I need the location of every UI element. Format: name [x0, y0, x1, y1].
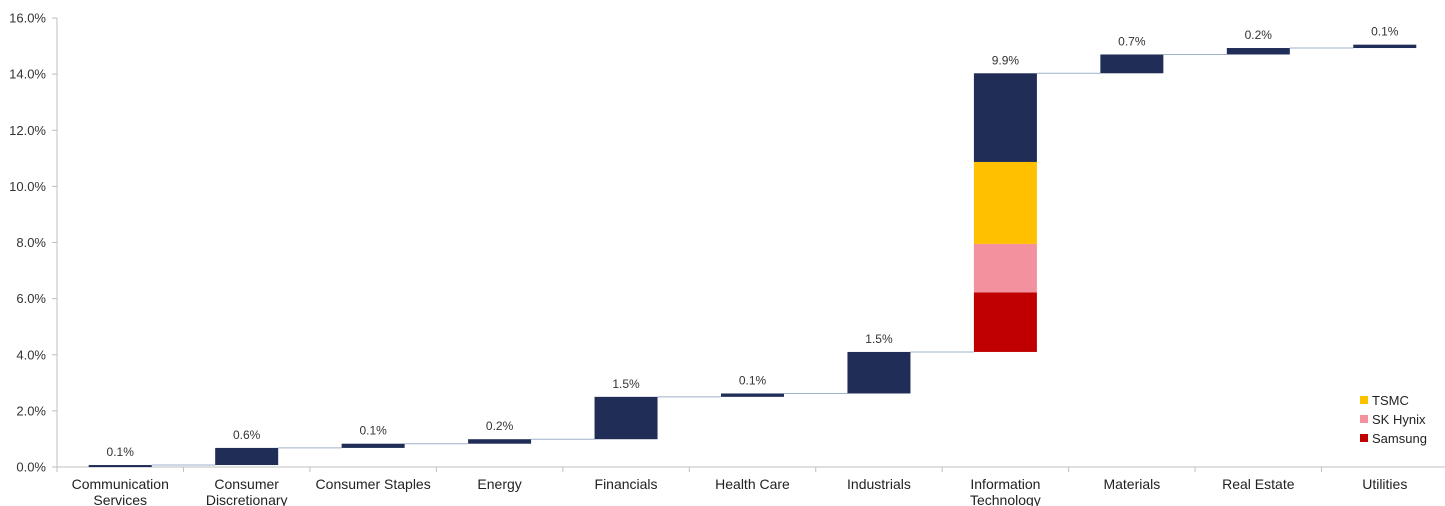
bar-segment-other [973, 73, 1037, 162]
x-category-label: Information Technology [970, 476, 1041, 506]
data-label: 0.1% [107, 445, 135, 459]
x-category-label: Real Estate [1222, 476, 1295, 492]
x-category-label: Consumer Staples [316, 476, 431, 492]
bar-segment-tsmc [973, 161, 1037, 244]
data-labels: 0.1% 0.6% 0.1% 0.2% 1.5% 0.1% 1.5% 9.9% 0.7% 0.2%… [107, 25, 1399, 459]
x-category-label-line: Materials [1103, 476, 1160, 492]
data-label: 9.9% [992, 53, 1020, 67]
connectors [151, 47, 1354, 466]
y-tick-label: 2.0% [16, 403, 46, 418]
data-label: 0.7% [1118, 34, 1146, 48]
legend: TSMC SK Hynix Samsung [1360, 393, 1427, 446]
bar [215, 447, 279, 466]
x-category-label: Consumer Discretionary [206, 476, 288, 506]
x-category-label-line: Communication [72, 476, 169, 492]
legend-label: Samsung [1372, 431, 1427, 446]
x-category-label: Health Care [715, 476, 790, 492]
y-tick-label: 10.0% [9, 179, 46, 194]
x-category-label-line: Information [970, 476, 1040, 492]
bars [88, 44, 1417, 468]
x-category-label-line: Health Care [715, 476, 790, 492]
x-category-label-line: Real Estate [1222, 476, 1295, 492]
x-category-label-line: Discretionary [206, 492, 288, 506]
legend-swatch [1360, 415, 1368, 423]
y-tick-label: 12.0% [9, 123, 46, 138]
bar [721, 393, 784, 397]
axes: 0.0% 2.0% 4.0% 6.0% 8.0% 10.0% 12.0% 14.0% 16.0%… [9, 11, 1445, 506]
x-category-label: Energy [477, 476, 521, 492]
y-tick-label: 6.0% [16, 291, 46, 306]
y-tick-label: 0.0% [16, 460, 46, 475]
x-category-label: Industrials [847, 476, 911, 492]
data-label: 0.1% [739, 373, 767, 387]
bar-segment-sk-hynix [973, 243, 1037, 293]
bar [847, 351, 911, 394]
x-category-label-line: Services [93, 492, 147, 506]
x-category-label: Materials [1103, 476, 1160, 492]
y-tick-label: 8.0% [16, 235, 46, 250]
data-label: 1.5% [612, 377, 640, 391]
y-tick-label: 16.0% [9, 11, 46, 26]
legend-swatch [1360, 434, 1368, 442]
x-category-label-line: Financials [595, 476, 658, 492]
y-tick-label: 14.0% [9, 67, 46, 82]
bar [341, 443, 405, 448]
data-label: 0.6% [233, 428, 261, 442]
x-category-label-line: Industrials [847, 476, 911, 492]
legend-swatch [1360, 396, 1368, 404]
bar [1100, 54, 1164, 74]
y-tick-label: 4.0% [16, 347, 46, 362]
data-label: 0.2% [486, 419, 514, 433]
bar [1353, 44, 1417, 49]
data-label: 1.5% [865, 332, 893, 346]
x-category-label: Communication Services [72, 476, 169, 506]
bar [88, 465, 152, 468]
x-category-label-line: Consumer [214, 476, 279, 492]
x-category-label-line: Utilities [1362, 476, 1407, 492]
bar [594, 396, 658, 440]
bar-segment-samsung [973, 292, 1037, 352]
data-label: 0.1% [359, 424, 387, 438]
x-category-label-line: Technology [970, 492, 1041, 506]
data-label: 0.1% [1371, 25, 1399, 39]
x-category-label-line: Consumer Staples [316, 476, 431, 492]
legend-label: SK Hynix [1372, 412, 1426, 427]
x-category-label: Financials [595, 476, 658, 492]
bar [468, 439, 532, 444]
legend-label: TSMC [1372, 393, 1409, 408]
data-label: 0.2% [1245, 28, 1273, 42]
bar [1226, 48, 1290, 55]
x-category-label-line: Energy [477, 476, 521, 492]
x-category-label: Utilities [1362, 476, 1407, 492]
